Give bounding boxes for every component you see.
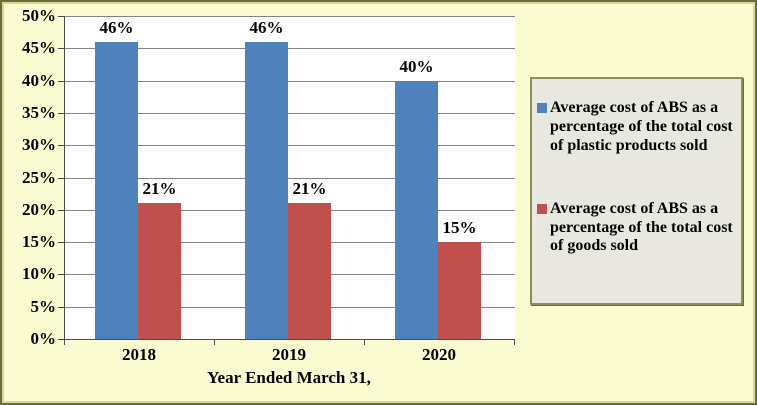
x-tick-mark <box>64 340 65 345</box>
y-tick-mark <box>58 339 64 340</box>
gridline <box>65 48 515 50</box>
x-tick-mark <box>514 340 515 345</box>
y-tick-label: 30% <box>22 135 56 155</box>
y-tick-label: 15% <box>22 232 56 252</box>
gridline <box>65 112 515 114</box>
y-tick-label: 45% <box>22 38 56 58</box>
y-tick-label: 50% <box>22 6 56 25</box>
legend-label: Average cost of ABS as a percentage of t… <box>550 99 733 154</box>
y-tick-label: 20% <box>22 199 56 219</box>
y-tick-label: 40% <box>22 70 56 90</box>
gridline <box>65 177 515 179</box>
y-tick-mark <box>58 177 64 179</box>
y-tick-mark <box>58 112 64 114</box>
legend: Average cost of ABS as a percentage of t… <box>530 77 743 305</box>
bar-value-label: 40% <box>399 56 434 76</box>
bar-value-label: 46% <box>99 17 134 37</box>
y-tick-mark <box>58 16 64 17</box>
bar-value-label: 46% <box>249 17 284 37</box>
bar-blue-2020 <box>395 80 438 339</box>
bar-value-label: 21% <box>142 179 177 199</box>
y-tick-mark <box>58 242 64 244</box>
x-category-label: 2020 <box>422 345 456 364</box>
y-tick-mark <box>58 80 64 82</box>
y-tick-mark <box>58 274 64 276</box>
legend-label: Average cost of ABS as a percentage of t… <box>550 199 733 255</box>
gridline <box>65 145 515 147</box>
gridline <box>65 16 515 17</box>
y-tick-label: 35% <box>22 102 56 122</box>
legend-marker-red-icon <box>537 203 547 214</box>
y-tick-mark <box>58 306 64 308</box>
x-category-label: 2019 <box>272 345 306 364</box>
y-tick-label: 10% <box>22 264 56 284</box>
bar-red-2020 <box>438 242 481 339</box>
bar-red-2019 <box>288 203 331 339</box>
y-tick-mark <box>58 209 64 211</box>
y-tick-mark <box>58 145 64 147</box>
x-tick-mark <box>364 340 365 345</box>
bar-value-label: 15% <box>442 218 477 238</box>
y-tick-mark <box>58 48 64 50</box>
legend-item-plastic-products: Average cost of ABS as a percentage of t… <box>537 99 736 156</box>
gridline <box>65 80 515 82</box>
x-axis-title: Year Ended March 31, <box>207 368 371 387</box>
x-category-label: 2018 <box>122 345 156 364</box>
legend-item-goods: Average cost of ABS as a percentage of t… <box>537 200 736 257</box>
y-tick-label: 5% <box>30 296 57 316</box>
y-tick-label: 25% <box>22 167 56 187</box>
x-tick-mark <box>214 340 215 345</box>
bar-blue-2019 <box>245 41 288 339</box>
y-tick-label: 0% <box>30 329 57 348</box>
bar-blue-2018 <box>95 41 138 339</box>
legend-marker-blue-icon <box>537 103 547 113</box>
bar-red-2018 <box>138 203 181 339</box>
bar-value-label: 21% <box>292 179 327 199</box>
